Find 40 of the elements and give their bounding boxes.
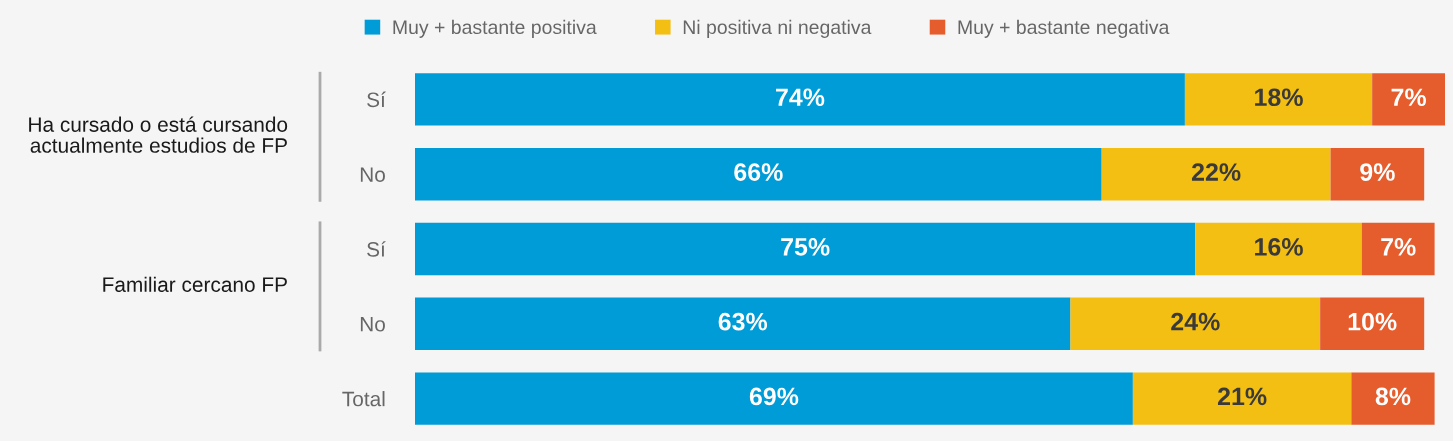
data-label: 22% <box>1191 163 1241 181</box>
bar <box>1070 297 1321 350</box>
text: Ha cursado o está cursando actualmente estudios de FP <box>29 116 288 153</box>
y-tick-label: Sí <box>367 241 386 257</box>
bar <box>415 297 1071 350</box>
data-label: 63% <box>718 312 768 331</box>
legend-label: Ni positiva ni negativa <box>683 19 872 38</box>
bar <box>1330 148 1425 201</box>
data-label: 74% <box>776 88 825 107</box>
data-label: 7% <box>1391 88 1426 107</box>
bar <box>1195 222 1362 276</box>
bar <box>415 73 1185 126</box>
data-label: 18% <box>1255 88 1303 107</box>
bar <box>415 148 1102 201</box>
text: Familiar cercano FP <box>103 276 287 292</box>
data-label: 9% <box>1360 163 1395 181</box>
bar <box>1351 372 1435 425</box>
bar <box>1361 222 1435 276</box>
y-tick-label: Sí <box>367 91 386 108</box>
data-label: 16% <box>1255 238 1303 256</box>
data-label: 8% <box>1375 387 1411 406</box>
data-label: 66% <box>734 163 783 181</box>
data-label: 21% <box>1217 387 1267 406</box>
y-tick-label: Total <box>342 391 385 407</box>
data-label: 24% <box>1171 312 1220 331</box>
legend-label: Muy + bastante positiva <box>393 19 597 38</box>
legend-label: Muy + bastante negativa <box>958 19 1170 38</box>
bar <box>1320 297 1425 350</box>
bar <box>1101 148 1331 201</box>
data-label: 7% <box>1381 238 1416 256</box>
y-tick-label: No <box>360 167 385 182</box>
bar <box>1132 372 1352 425</box>
bar <box>415 222 1196 276</box>
bar <box>415 372 1133 425</box>
data-label: 75% <box>781 238 830 256</box>
bar <box>1372 73 1445 126</box>
bar <box>1184 73 1373 126</box>
data-label: 69% <box>749 387 799 406</box>
data-label: 10% <box>1348 312 1397 331</box>
y-tick-label: No <box>360 317 385 332</box>
